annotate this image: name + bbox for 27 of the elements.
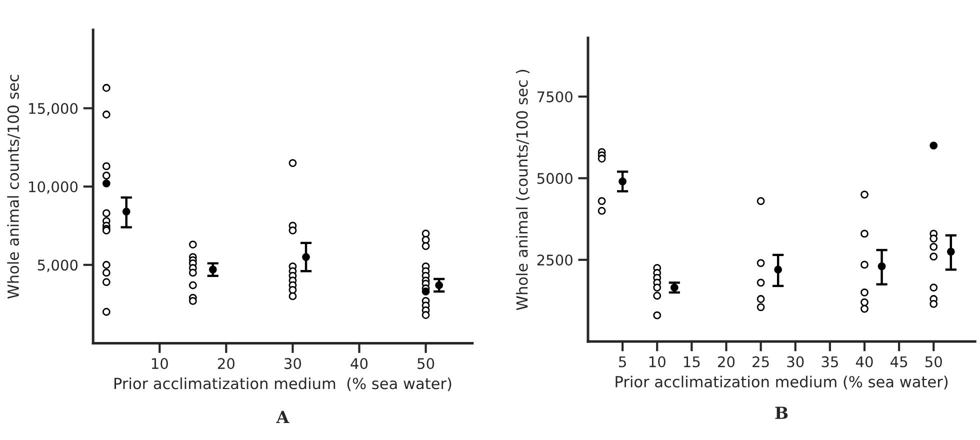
x-tick-label: 30 [787,356,804,368]
x-tick-label: 35 [822,356,838,368]
x-tick-label: 45 [890,356,908,368]
y-tick-label: 5000 [537,172,572,184]
x-tick-label: 40 [856,356,873,368]
x-tick-label: 20 [718,356,735,368]
y-tick-label: 5,000 [38,260,78,272]
y-axis-title: Whole animal (counts/100 sec ) [516,70,530,310]
text: A [276,410,290,423]
y-tick-label: 10,000 [29,181,78,194]
x-axis-title: Prior acclimatization medium (% sea water) [114,377,452,392]
x-tick-label: 40 [350,358,368,370]
x-tick-label: 50 [418,358,434,370]
x-axis-title: Prior acclimatization medium (% sea water) [616,376,948,390]
x-tick-label: 50 [925,356,942,368]
x-tick-label: 5 [619,356,626,368]
x-tick-label: 25 [752,356,769,368]
y-axis-title: Whole animal counts/100 sec [7,74,20,299]
x-tick-label: 10 [152,358,168,370]
x-tick-label: 20 [218,358,234,370]
x-tick-label: 30 [284,358,302,370]
x-tick-label: 15 [684,356,700,368]
y-tick-label: 2500 [537,254,572,266]
x-tick-label: 10 [649,356,666,368]
y-tick-label: 15,000 [29,102,78,116]
text: B [775,406,788,419]
y-tick-label: 7500 [538,91,572,102]
